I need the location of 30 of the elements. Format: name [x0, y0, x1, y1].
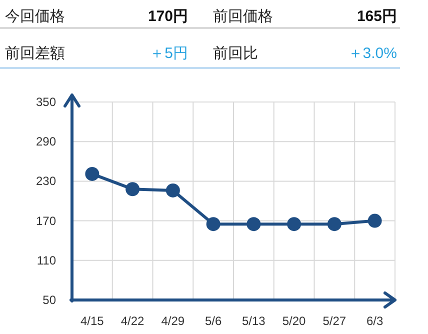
y-tick-label: 350 — [36, 95, 56, 109]
x-tick-label: 4/15 — [80, 314, 104, 328]
text: ＋3.0% — [348, 45, 397, 62]
text: 170円 — [148, 8, 188, 25]
point — [85, 166, 100, 181]
x-tick-label: 5/27 — [322, 314, 346, 328]
point — [368, 214, 382, 228]
x-tick-label: 6/3 — [366, 314, 384, 328]
point — [327, 217, 342, 232]
x-tick-label: 4/29 — [161, 314, 185, 328]
text: 前回価格 — [213, 8, 273, 25]
point — [166, 183, 180, 198]
text: 165円 — [356, 8, 397, 25]
point — [246, 217, 261, 232]
y-tick-label: 110 — [36, 253, 56, 268]
point — [287, 217, 302, 232]
text: 前回比 — [213, 45, 258, 62]
point — [206, 217, 220, 232]
y-tick-label: 290 — [36, 134, 56, 149]
text: ＋5円 — [150, 45, 188, 62]
y-tick-label: 230 — [36, 174, 56, 188]
x-tick-label: 4/22 — [120, 314, 145, 328]
point — [126, 182, 140, 196]
y-tick-label: 50 — [42, 293, 56, 307]
y-tick-label: 170 — [36, 214, 56, 228]
text: 今回価格 — [5, 8, 65, 25]
x-tick-label: 5/20 — [282, 314, 306, 328]
x-tick-label: 5/13 — [242, 314, 266, 328]
x-tick-label: 5/6 — [204, 314, 222, 328]
text: 前回差額 — [5, 45, 65, 62]
